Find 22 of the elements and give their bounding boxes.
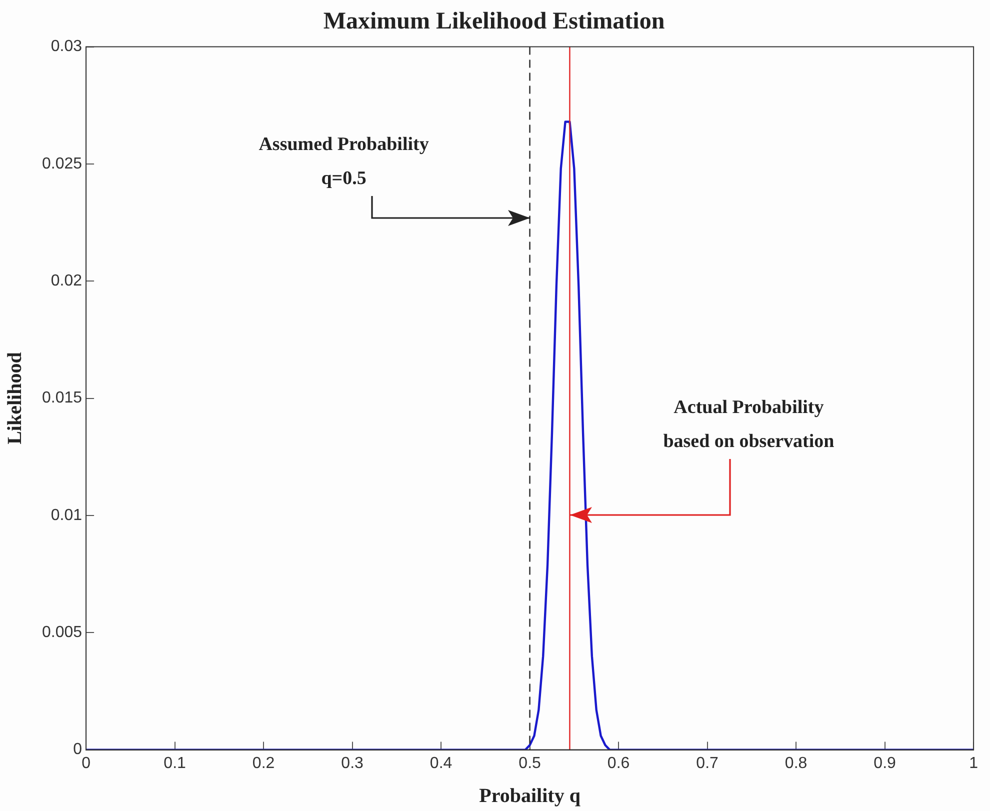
x-axis-title: Probaility q	[479, 785, 580, 808]
x-tick-label: 0.2	[252, 754, 275, 772]
x-tick-label: 0.6	[607, 754, 630, 772]
y-tick-label: 0.005	[42, 624, 82, 642]
y-axis-title: Likelihood	[4, 352, 26, 444]
annotation: Actual Probability based on observation	[663, 397, 834, 452]
x-tick-label: 0.1	[164, 754, 186, 772]
x-tick-label: 0.3	[341, 754, 364, 772]
chart-title: Maximum Likelihood Estimation	[323, 8, 665, 35]
x-tick-label: 0.5	[518, 754, 542, 772]
x-tick-label: 0.8	[784, 754, 808, 772]
y-tick-label: 0.02	[50, 272, 82, 290]
annotation: Assumed Probability q=0.5	[258, 134, 429, 189]
x-tick-label: 0.4	[430, 754, 452, 772]
y-tick-label: 0.01	[50, 506, 82, 524]
x-tick-label: 0.9	[874, 754, 896, 772]
y-tick-label: 0	[73, 741, 82, 758]
y-tick-label: 0.03	[50, 38, 82, 56]
y-tick-label: 0.015	[42, 390, 82, 407]
y-tick-label: 0.025	[42, 155, 82, 172]
x-tick-label: 1	[969, 754, 978, 772]
x-tick-label: 0.7	[696, 754, 719, 772]
